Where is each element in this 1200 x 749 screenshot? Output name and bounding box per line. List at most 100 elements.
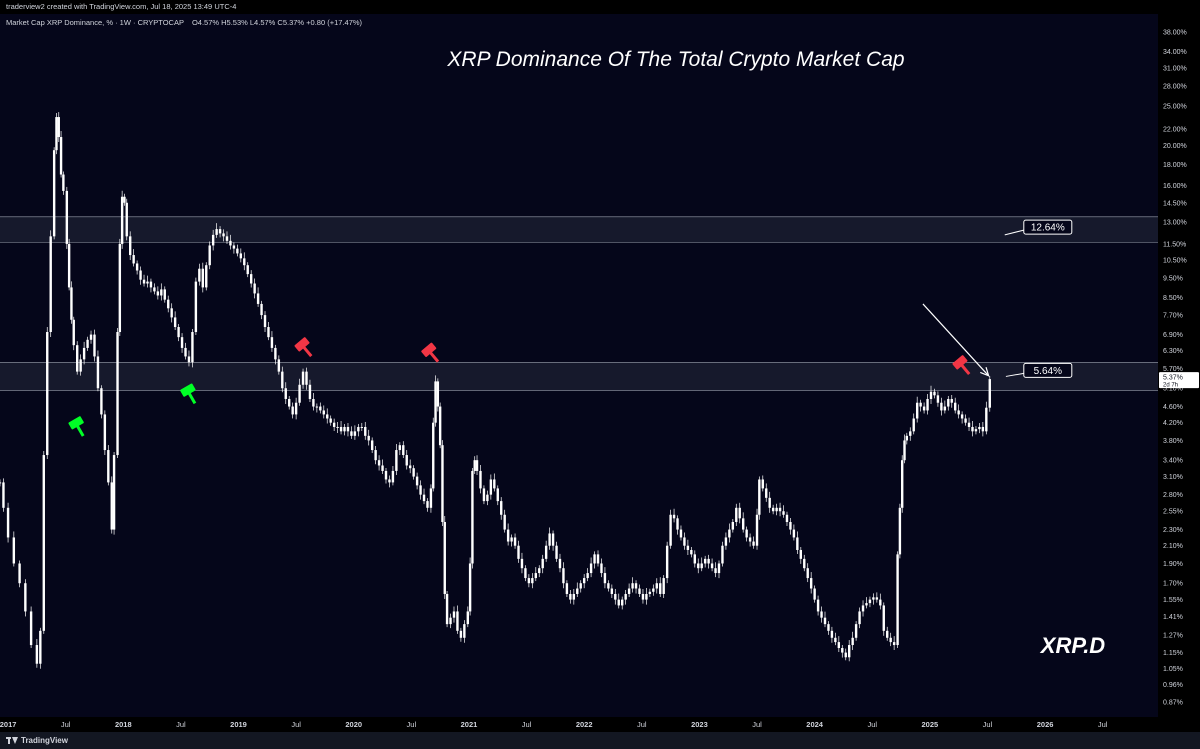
credit-bar: traderview2 created with TradingView.com… xyxy=(0,0,1200,14)
candle xyxy=(384,470,388,480)
candle xyxy=(844,652,847,658)
candle xyxy=(506,529,510,542)
candle xyxy=(905,435,909,441)
candle xyxy=(503,514,506,530)
candle xyxy=(160,289,163,296)
candle xyxy=(315,406,319,408)
price-tick-label: 1.55% xyxy=(1163,597,1183,604)
candle xyxy=(775,507,778,512)
candle xyxy=(218,229,222,234)
candle xyxy=(562,568,565,584)
candle xyxy=(745,529,748,538)
candle xyxy=(645,593,648,600)
candle xyxy=(648,591,652,594)
candle xyxy=(627,588,631,594)
tradingview-logo[interactable]: TradingView xyxy=(6,735,68,746)
hammer-handle xyxy=(960,363,971,376)
candle xyxy=(100,388,103,415)
candle xyxy=(284,388,287,399)
candle xyxy=(471,470,474,564)
candle xyxy=(967,422,971,427)
candle xyxy=(830,630,834,638)
candle xyxy=(607,583,610,589)
candle xyxy=(854,624,858,638)
time-tick-label: Jul xyxy=(176,720,186,729)
candle xyxy=(173,317,177,328)
candle xyxy=(395,450,398,471)
candle xyxy=(475,460,479,471)
candle xyxy=(434,381,437,423)
candle xyxy=(954,402,957,411)
candle xyxy=(57,117,60,138)
time-tick-label: 2018 xyxy=(115,720,132,729)
candle xyxy=(676,518,679,530)
candle xyxy=(721,545,724,564)
time-tick-label: Jul xyxy=(291,720,301,729)
chart-area[interactable]: 12.64% 5.64% Market Cap XRP Dominance, % … xyxy=(0,14,1200,732)
candle xyxy=(886,630,889,638)
candle xyxy=(149,281,153,288)
candle xyxy=(579,583,582,589)
candle xyxy=(621,599,624,606)
candle xyxy=(180,337,184,348)
hammer-head xyxy=(421,342,437,357)
callout-label: 5.64% xyxy=(1034,366,1062,377)
candle xyxy=(419,485,422,495)
candle xyxy=(82,347,86,360)
candle xyxy=(222,233,225,237)
candle xyxy=(596,554,600,564)
candle xyxy=(964,418,967,423)
candle xyxy=(551,533,555,546)
candle xyxy=(851,637,854,646)
price-tick-label: 4.20% xyxy=(1163,420,1183,427)
candle xyxy=(405,455,408,466)
candle xyxy=(312,398,315,407)
candle xyxy=(479,470,482,489)
price-tick-label: 11.50% xyxy=(1163,241,1186,248)
candle xyxy=(468,563,472,612)
candle xyxy=(926,398,929,411)
candle xyxy=(116,332,119,456)
candle xyxy=(123,196,126,203)
candle xyxy=(652,588,655,592)
candle xyxy=(782,511,785,515)
candle xyxy=(865,603,868,606)
candle xyxy=(879,599,882,606)
tradingview-logo-icon xyxy=(6,737,18,744)
candle xyxy=(724,537,728,546)
time-tick-label: 2022 xyxy=(576,720,593,729)
candle xyxy=(659,583,662,594)
candle xyxy=(76,345,79,372)
time-axis-bg xyxy=(0,717,1200,732)
time-tick-label: 2019 xyxy=(230,720,247,729)
candle xyxy=(638,588,641,594)
candle xyxy=(326,414,329,419)
price-tick-label: 10.50% xyxy=(1163,258,1187,265)
candle xyxy=(443,522,446,594)
price-tick-label: 0.96% xyxy=(1163,682,1183,689)
candle xyxy=(170,308,173,318)
candle xyxy=(246,265,249,275)
candle xyxy=(67,243,71,288)
candle xyxy=(198,268,201,282)
series-layer xyxy=(0,112,991,669)
legend-symbol: Market Cap XRP Dominance, % · 1W · CRYPT… xyxy=(6,18,363,27)
candle xyxy=(586,573,589,579)
candle xyxy=(752,541,755,546)
candle xyxy=(215,229,218,235)
time-tick-label: Jul xyxy=(407,720,417,729)
time-axis[interactable]: 2017 Jul 2018 Jul 2019 Jul 2020 Jul 2021 Jul 2022 J… xyxy=(0,717,1200,732)
candle xyxy=(70,287,73,320)
candle xyxy=(139,270,142,280)
candle xyxy=(42,455,45,631)
candle xyxy=(112,455,116,530)
candle xyxy=(496,488,499,502)
candle xyxy=(665,545,669,579)
chart-svg[interactable]: 12.64% 5.64% Market Cap XRP Dominance, % … xyxy=(0,14,1200,732)
price-label-value: 5.37% xyxy=(1163,375,1183,382)
candle xyxy=(308,384,312,399)
candle xyxy=(260,303,263,316)
price-tick-label: 1.70% xyxy=(1163,581,1183,588)
candle xyxy=(370,440,374,451)
candle xyxy=(249,274,253,284)
